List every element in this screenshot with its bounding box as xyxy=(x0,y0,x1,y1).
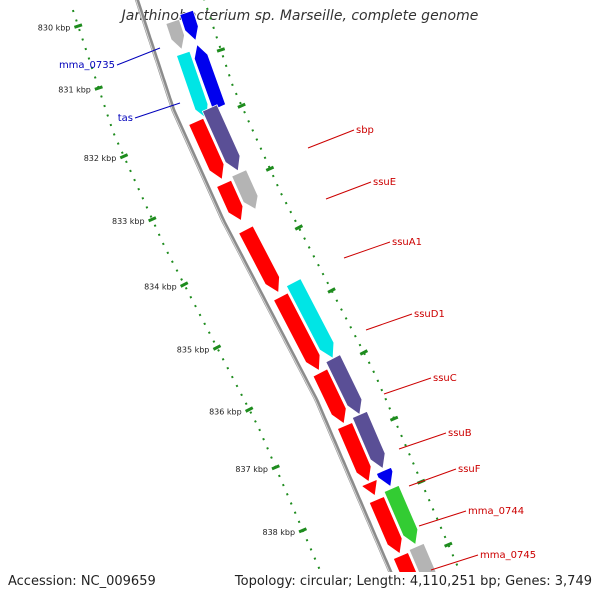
scale-tick xyxy=(212,344,222,351)
kbp-label: 832 kbp xyxy=(84,154,117,163)
kbp-label: 836 kbp xyxy=(209,407,242,416)
scale-tick xyxy=(359,349,369,356)
kbp-label: 830 kbp xyxy=(38,23,71,32)
gene-label-ssuF: ssuF xyxy=(458,464,481,475)
gene-arrow-ssuA1 xyxy=(238,225,280,294)
gene-label-ssuE: ssuE xyxy=(373,177,396,188)
gene-arrow-mma_0735 xyxy=(193,43,227,111)
gene-arrow xyxy=(231,169,259,210)
map-title: Janthinobacterium sp. Marseille, complet… xyxy=(121,8,479,24)
genome-backbone xyxy=(134,0,393,572)
gene-label-ssuA1: ssuA1 xyxy=(392,237,422,248)
gene-label-mma_0745: mma_0745 xyxy=(480,550,536,561)
gene-label-mma_0735: mma_0735 xyxy=(59,60,115,71)
scale-tick xyxy=(444,541,453,548)
gene-arrow-mma_0745 xyxy=(392,551,417,572)
gene-arrow xyxy=(408,542,437,572)
gene-arrow-ssuC xyxy=(312,368,347,425)
gene-arrow-mma_0744 xyxy=(368,495,403,555)
gene-arrow xyxy=(351,410,386,470)
genome-summary-text: Topology: circular; Length: 4,110,251 bp… xyxy=(234,574,592,589)
scale-tick xyxy=(298,527,308,534)
gene-arrow xyxy=(285,278,335,359)
scale-tick xyxy=(389,415,399,422)
kbp-label: 835 kbp xyxy=(177,345,210,354)
leader-line xyxy=(134,102,181,119)
gene-label-ssuC: ssuC xyxy=(433,373,457,384)
gene-arrow xyxy=(201,104,241,172)
kbp-label: 838 kbp xyxy=(262,528,295,537)
gene-arrow xyxy=(325,354,363,416)
gene-label-sbp: sbp xyxy=(356,125,374,136)
scale-track-right xyxy=(203,0,462,572)
gene-arrow-ssuE xyxy=(216,179,244,222)
scale-tick xyxy=(94,85,103,91)
genome-backbone-highlight xyxy=(135,0,390,572)
gene-arrow-ssuB xyxy=(336,421,372,483)
gene-label-tas: tas xyxy=(118,113,133,124)
scale-tick xyxy=(244,406,254,413)
scale-tick xyxy=(216,47,226,53)
gene-arrow xyxy=(179,9,199,42)
scale-tick xyxy=(326,592,333,595)
leader-line xyxy=(430,554,479,571)
leader-line xyxy=(307,129,355,149)
scale-tick xyxy=(73,23,83,29)
gene-arrow-ssuD1 xyxy=(273,292,321,372)
kbp-label: 834 kbp xyxy=(144,282,177,291)
gene-arrow xyxy=(375,466,394,488)
leader-line xyxy=(116,47,161,66)
leader-line xyxy=(325,181,372,200)
leader-line xyxy=(408,468,457,487)
gene-label-ssuD1: ssuD1 xyxy=(414,309,445,320)
kbp-label: 831 kbp xyxy=(58,85,91,94)
scale-tick xyxy=(179,281,189,288)
scale-tick xyxy=(119,153,129,160)
gene-arrow-sbp xyxy=(188,117,225,181)
leader-line xyxy=(418,510,467,527)
gene-arrow xyxy=(361,478,378,497)
kbp-label: 839 kbp xyxy=(290,591,323,600)
leader-line xyxy=(383,377,432,395)
gene-arrow xyxy=(165,18,185,51)
kbp-label: 837 kbp xyxy=(235,465,268,474)
leader-line xyxy=(365,313,413,331)
gene-label-ssuB: ssuB xyxy=(448,428,472,439)
leader-line xyxy=(343,241,391,259)
scale-tick xyxy=(327,287,336,294)
kbp-label: 833 kbp xyxy=(112,217,145,226)
accession-text: Accession: NC_009659 xyxy=(8,574,156,589)
gene-label-mma_0744: mma_0744 xyxy=(468,506,524,517)
scale-track-left xyxy=(71,9,322,572)
scale-tick xyxy=(271,464,280,471)
gene-arrow xyxy=(383,484,419,546)
leader-line xyxy=(398,432,447,450)
scale-tick xyxy=(265,165,275,172)
scale-tick xyxy=(294,224,304,231)
scale-tick xyxy=(237,102,246,109)
scale-tick xyxy=(148,216,157,223)
